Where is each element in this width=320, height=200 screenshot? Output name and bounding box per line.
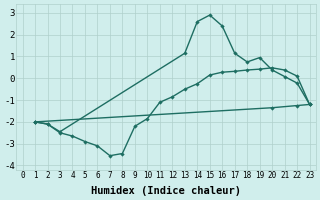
X-axis label: Humidex (Indice chaleur): Humidex (Indice chaleur) bbox=[91, 186, 241, 196]
